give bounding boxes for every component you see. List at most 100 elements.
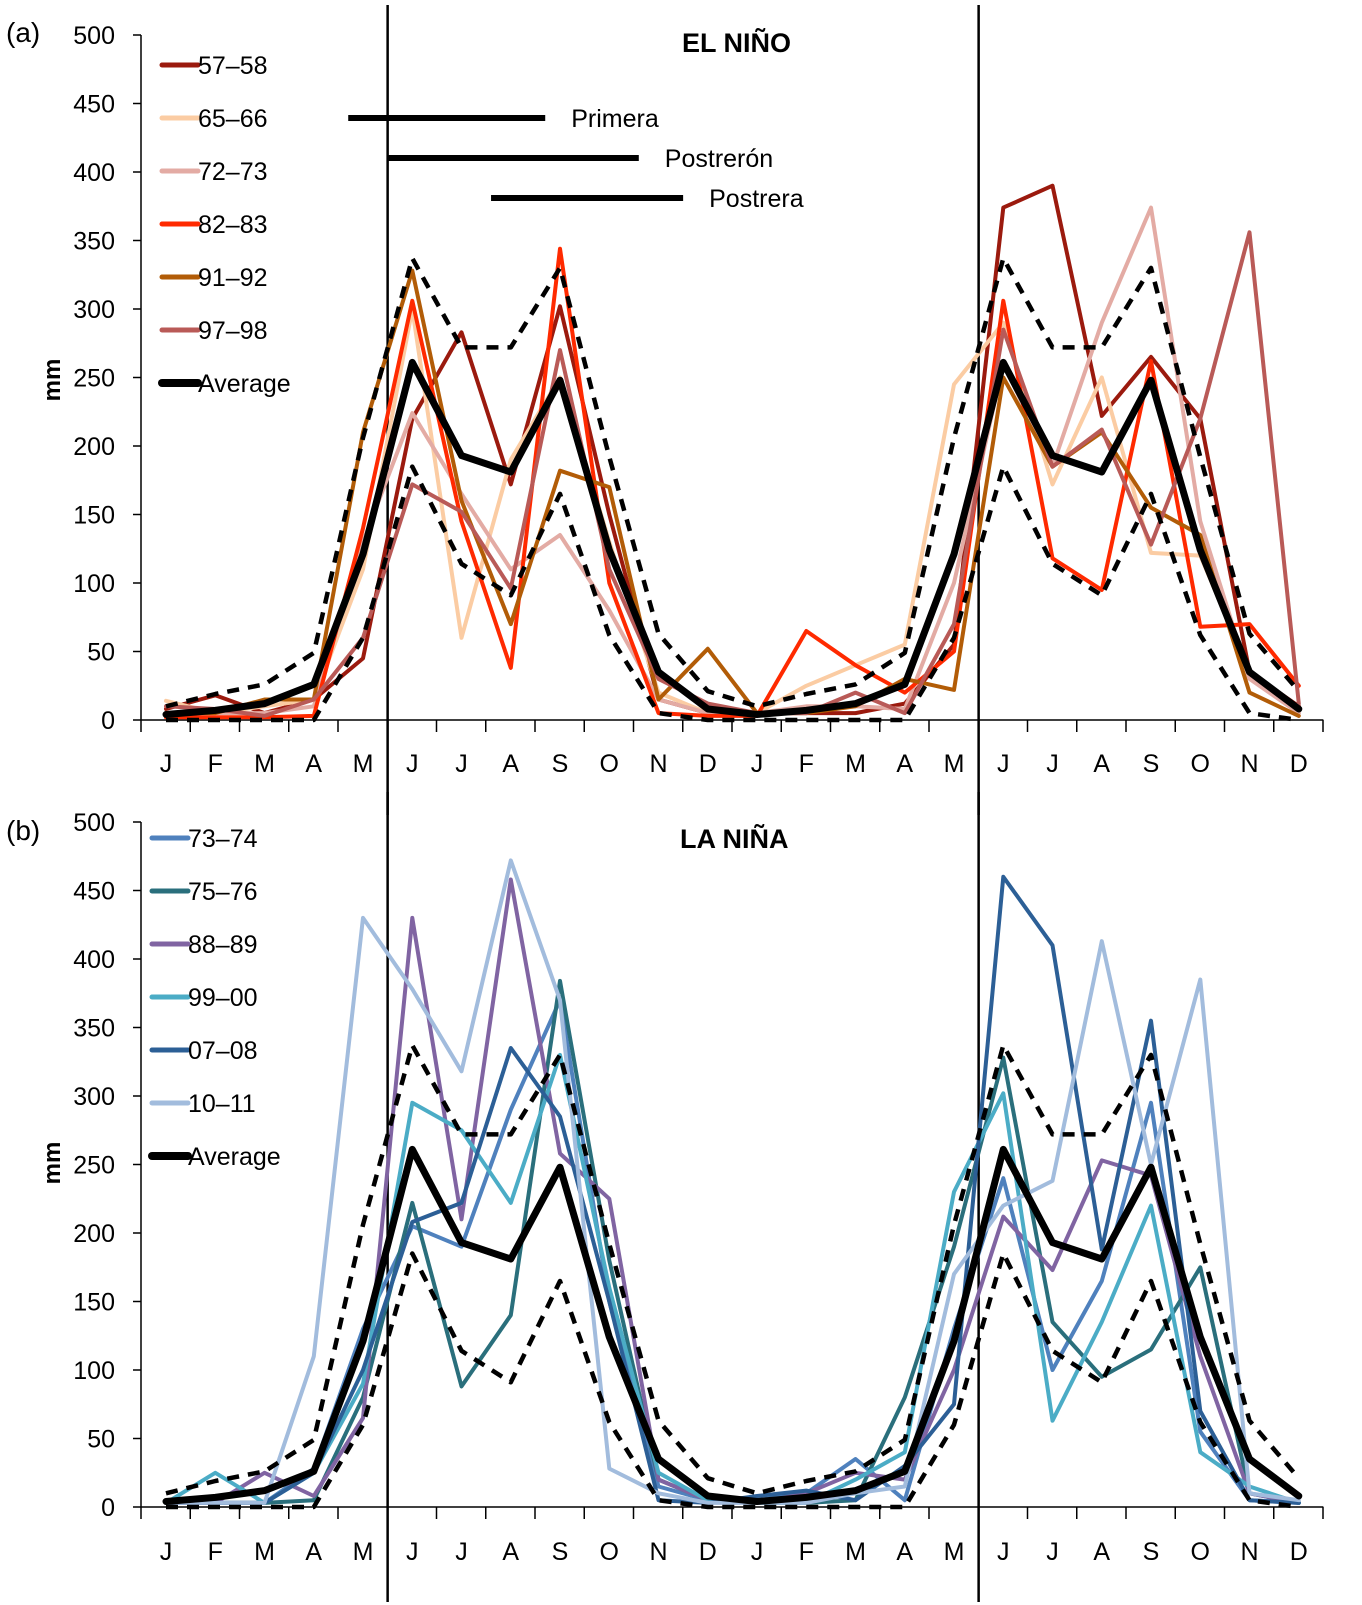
y-tick-label: 100 [73,570,115,598]
series-line-lower-bound [166,464,1300,723]
y-axis-label: mm [39,359,66,402]
panel-label: (a) [6,17,40,48]
x-tick-label: J [751,750,764,778]
legend-label: 65–66 [198,105,268,133]
x-tick-label: F [799,750,814,778]
season-label: Postrerón [665,145,773,173]
chart-title: EL NIÑO [682,27,791,58]
x-tick-label: O [600,1538,619,1566]
x-tick-label: M [254,1538,275,1566]
x-tick-label: F [208,1538,223,1566]
x-tick-label: A [896,750,913,778]
y-tick-label: 100 [73,1357,115,1385]
legend-label: 99–00 [188,984,258,1012]
y-tick-label: 300 [73,1083,115,1111]
legend-label: 97–98 [198,317,268,345]
x-tick-label: J [406,1538,419,1566]
y-tick-label: 50 [87,639,115,667]
x-tick-label: M [845,750,866,778]
x-tick-label: O [1191,750,1210,778]
x-tick-label: M [944,1538,965,1566]
x-tick-label: O [600,750,619,778]
series-line-average [162,1145,1303,1505]
legend-label: 07–08 [188,1037,258,1065]
y-tick-label: 50 [87,1426,115,1454]
panel-label: (b) [6,815,40,846]
y-tick-label: 350 [73,1015,115,1043]
x-tick-label: D [1290,750,1308,778]
legend-label: 73–74 [188,825,258,853]
series-line-65-66 [164,307,1301,716]
panel-la-nina: (b) LA NIÑA mm 0 50 100 150 200 250 300 350 400 4… [6,792,1324,1602]
x-tick-label: M [944,750,965,778]
x-tick-label: N [649,1538,667,1566]
x-tick-label: O [1191,1538,1210,1566]
x-tick-label: M [353,1538,374,1566]
series-line-upper-bound [165,256,1301,709]
x-tick-label: A [1093,1538,1110,1566]
y-axis-label: mm [39,1142,66,1185]
x-tick-label: J [997,750,1010,778]
y-tick-label: 300 [73,296,115,324]
x-tick-label: A [305,1538,322,1566]
y-tick-label: 250 [73,1152,115,1180]
x-tick-label: S [1143,1538,1160,1566]
x-tick-label: A [1093,750,1110,778]
legend-label: Average [198,370,291,398]
y-tick-label: 150 [73,502,115,530]
y-tick-label: 150 [73,1289,115,1317]
legend-label: 10–11 [188,1090,256,1118]
x-tick-label: J [1046,750,1059,778]
legend-label: 75–76 [188,878,258,906]
x-tick-label: S [1143,750,1160,778]
x-tick-label: D [699,1538,717,1566]
x-tick-label: J [455,750,468,778]
y-tick-label: 400 [73,159,115,187]
x-tick-label: A [305,750,322,778]
y-tick-label: 0 [101,1494,115,1522]
x-tick-label: J [455,1538,468,1566]
x-tick-label: N [1240,1538,1258,1566]
y-tick-label: 0 [101,707,115,735]
y-tick-label: 500 [73,809,115,837]
y-tick-label: 350 [73,228,115,256]
x-tick-label: D [699,750,717,778]
x-tick-label: S [552,750,569,778]
legend-label: 88–89 [188,931,258,959]
y-tick-label: 400 [73,946,115,974]
x-tick-label: J [751,1538,764,1566]
y-tick-label: 200 [73,433,115,461]
x-tick-label: J [997,1538,1010,1566]
season-label: Primera [571,105,659,133]
series-line-10-11 [164,858,1301,1505]
legend-label: 57–58 [198,52,268,80]
x-tick-label: N [649,750,667,778]
x-tick-label: A [896,1538,913,1566]
x-tick-label: F [208,750,223,778]
chart-title: LA NIÑA [680,823,789,854]
y-tick-label: 450 [73,91,115,119]
legend-label: Average [188,1143,281,1171]
x-tick-label: D [1290,1538,1308,1566]
x-tick-label: J [406,750,419,778]
x-tick-label: S [552,1538,569,1566]
x-tick-label: J [160,750,173,778]
y-tick-label: 500 [73,22,115,50]
x-tick-label: M [845,1538,866,1566]
season-label: Postrera [709,185,804,213]
x-tick-label: M [254,750,275,778]
series-line-upper-bound [165,1043,1301,1496]
series-line-average [162,358,1303,718]
y-tick-label: 200 [73,1220,115,1248]
y-tick-label: 250 [73,365,115,393]
panel-el-nino: (a) EL NIÑO mm 0 50 100 150 200 250 300 350 400 4… [6,5,1324,815]
y-tick-label: 450 [73,878,115,906]
x-tick-label: J [1046,1538,1059,1566]
x-tick-label: M [353,750,374,778]
legend-label: 72–73 [198,158,268,186]
x-tick-label: J [160,1538,173,1566]
legend-label: 82–83 [198,211,268,239]
x-tick-label: N [1240,750,1258,778]
legend-label: 91–92 [198,264,268,292]
